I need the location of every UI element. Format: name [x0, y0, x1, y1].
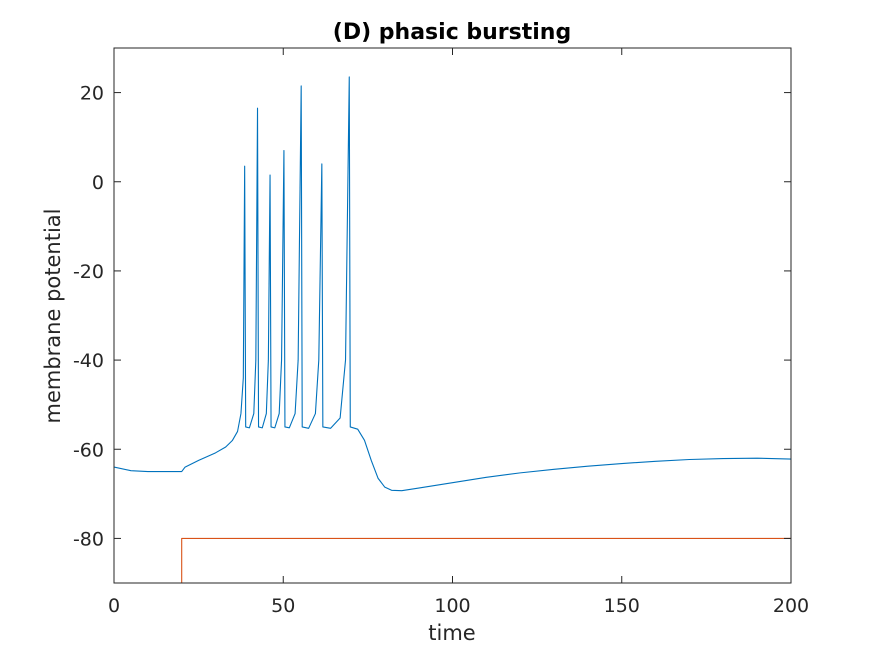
- x-tick-label: 100: [434, 595, 470, 617]
- y-tick-label: -20: [73, 261, 104, 283]
- y-tick-label: 20: [80, 83, 104, 105]
- y-tick-label: -60: [73, 439, 104, 461]
- y-tick-label: -80: [73, 528, 104, 550]
- y-axis-label: membrane potential: [41, 209, 65, 424]
- x-tick-label: 150: [604, 595, 640, 617]
- x-axis-label: time: [428, 621, 475, 645]
- series-line-2: [114, 537, 791, 583]
- y-tick-label: 0: [92, 172, 104, 194]
- axes-box: [113, 47, 792, 584]
- y-tick-label: -40: [73, 350, 104, 372]
- chart-title: (D) phasic bursting: [333, 20, 571, 45]
- x-tick-label: 200: [773, 595, 809, 617]
- series-line-1: [114, 76, 791, 492]
- x-tick-label: 50: [271, 595, 295, 617]
- x-tick-label: 0: [108, 595, 120, 617]
